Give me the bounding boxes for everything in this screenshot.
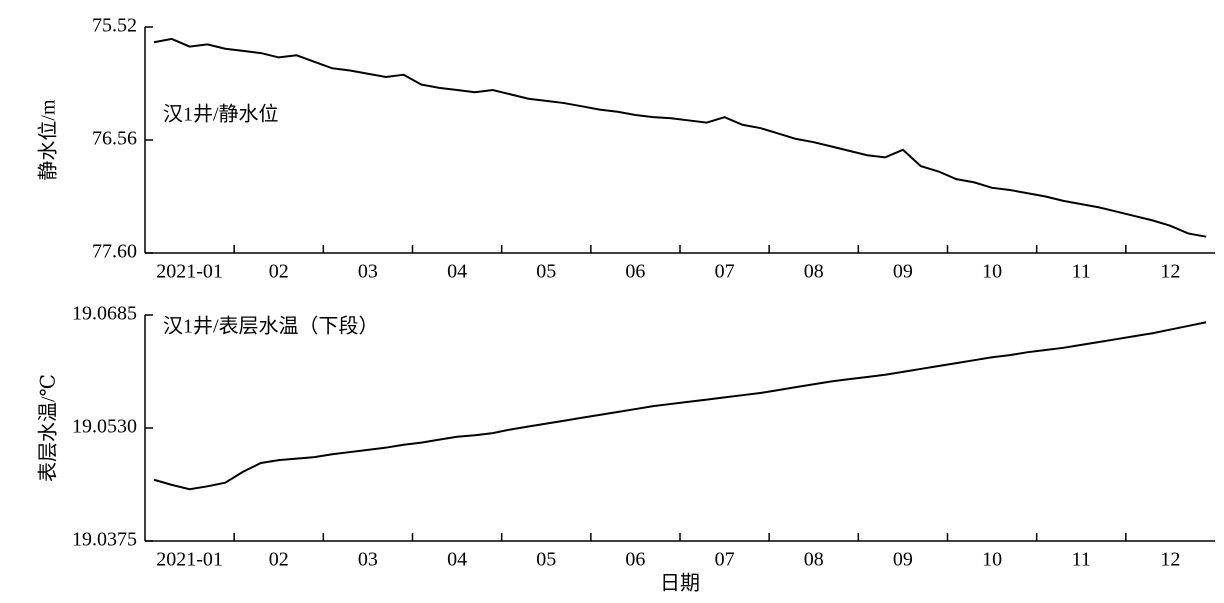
x-tick-label: 2021-01 <box>156 549 223 571</box>
y-axis-label: 表层水温/℃ <box>37 374 60 482</box>
annotation: 汉1井/表层水温（下段） <box>163 315 379 338</box>
x-tick-label: 10 <box>982 261 1002 283</box>
x-tick-label: 02 <box>269 261 289 283</box>
x-tick-label: 2021-01 <box>156 261 223 283</box>
x-tick-label: 04 <box>447 261 467 283</box>
x-tick-label: 03 <box>358 261 378 283</box>
y-tick-label: 19.0530 <box>72 416 137 438</box>
x-tick-label: 09 <box>893 261 913 283</box>
x-tick-label: 07 <box>715 261 735 283</box>
y-tick-label: 76.56 <box>92 128 137 150</box>
x-tick-label: 12 <box>1160 261 1180 283</box>
x-tick-label: 09 <box>893 549 913 571</box>
x-tick-label: 05 <box>536 549 556 571</box>
x-tick-label: 08 <box>804 549 824 571</box>
x-tick-label: 11 <box>1072 261 1091 283</box>
y-tick-label: 19.0685 <box>72 303 137 325</box>
x-axis-label: 日期 <box>660 573 700 595</box>
data-line <box>153 321 1207 491</box>
x-tick-label: 02 <box>269 549 289 571</box>
x-tick-label: 12 <box>1160 549 1180 571</box>
y-tick-label: 77.60 <box>92 241 137 263</box>
x-tick-label: 06 <box>625 261 645 283</box>
y-tick-label: 19.0375 <box>72 529 137 551</box>
x-tick-label: 11 <box>1072 549 1091 571</box>
y-axis-label: 静水位/m <box>37 99 60 181</box>
data-line <box>153 37 1207 238</box>
x-tick-label: 07 <box>715 549 735 571</box>
x-tick-label: 04 <box>447 549 467 571</box>
x-tick-label: 08 <box>804 261 824 283</box>
y-tick-label: 75.52 <box>92 15 137 37</box>
x-tick-label: 03 <box>358 549 378 571</box>
x-tick-label: 10 <box>982 549 1002 571</box>
annotation: 汉1井/静水位 <box>163 103 279 126</box>
x-tick-label: 06 <box>625 549 645 571</box>
x-tick-label: 05 <box>536 261 556 283</box>
